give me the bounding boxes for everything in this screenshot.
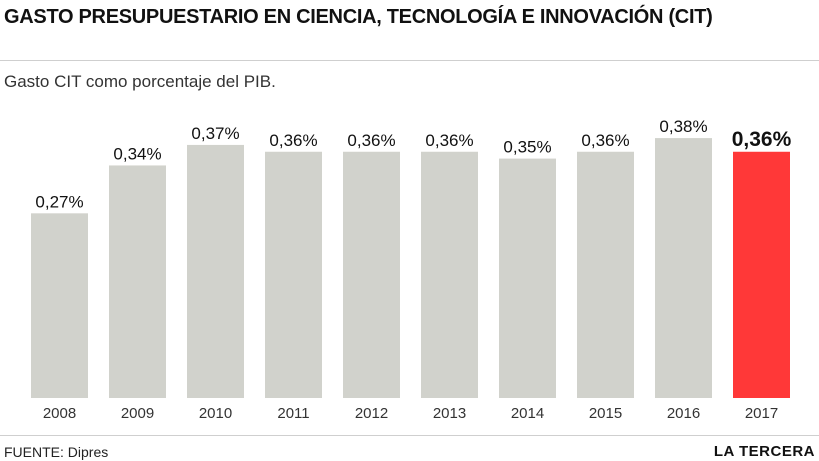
- data-label-2012: 0,36%: [347, 131, 395, 150]
- x-tick-label-2010: 2010: [199, 405, 232, 422]
- data-label-2009: 0,34%: [113, 144, 161, 163]
- bar-2014: [499, 158, 556, 398]
- x-tick-label-2011: 2011: [277, 405, 309, 422]
- data-label-2016: 0,38%: [659, 117, 707, 136]
- bar-2011: [265, 151, 322, 398]
- data-label-2015: 0,36%: [581, 131, 629, 150]
- bar-2012: [343, 151, 400, 398]
- x-tick-label-2016: 2016: [667, 405, 700, 422]
- footer-divider: [0, 435, 819, 436]
- chart-title: GASTO PRESUPUESTARIO EN CIENCIA, TECNOLO…: [4, 6, 713, 28]
- data-label-2011: 0,36%: [269, 131, 317, 150]
- title-divider: [0, 60, 819, 61]
- data-label-2013: 0,36%: [425, 131, 473, 150]
- brand-logo: LA TERCERA: [713, 443, 815, 460]
- x-tick-label-2015: 2015: [589, 405, 622, 422]
- data-label-2008: 0,27%: [35, 192, 83, 211]
- bar-2017: [733, 151, 790, 398]
- x-tick-label-2013: 2013: [433, 405, 466, 422]
- bar-2015: [577, 151, 634, 398]
- data-label-2014: 0,35%: [503, 138, 551, 157]
- x-tick-label-2017: 2017: [745, 405, 778, 422]
- bar-2016: [655, 138, 712, 398]
- x-tick-label-2012: 2012: [355, 405, 388, 422]
- x-tick-label-2008: 2008: [43, 405, 76, 422]
- data-label-2010: 0,37%: [191, 124, 239, 143]
- bar-2009: [109, 165, 166, 398]
- source-note: FUENTE: Dipres: [4, 444, 109, 460]
- x-tick-label-2009: 2009: [121, 405, 154, 422]
- bar-2008: [31, 213, 88, 398]
- chart-subtitle: Gasto CIT como porcentaje del PIB.: [4, 72, 276, 91]
- x-tick-label-2014: 2014: [511, 405, 544, 422]
- data-label-2017: 0,36%: [732, 128, 792, 151]
- bar-2010: [187, 144, 244, 398]
- bar-2013: [421, 151, 478, 398]
